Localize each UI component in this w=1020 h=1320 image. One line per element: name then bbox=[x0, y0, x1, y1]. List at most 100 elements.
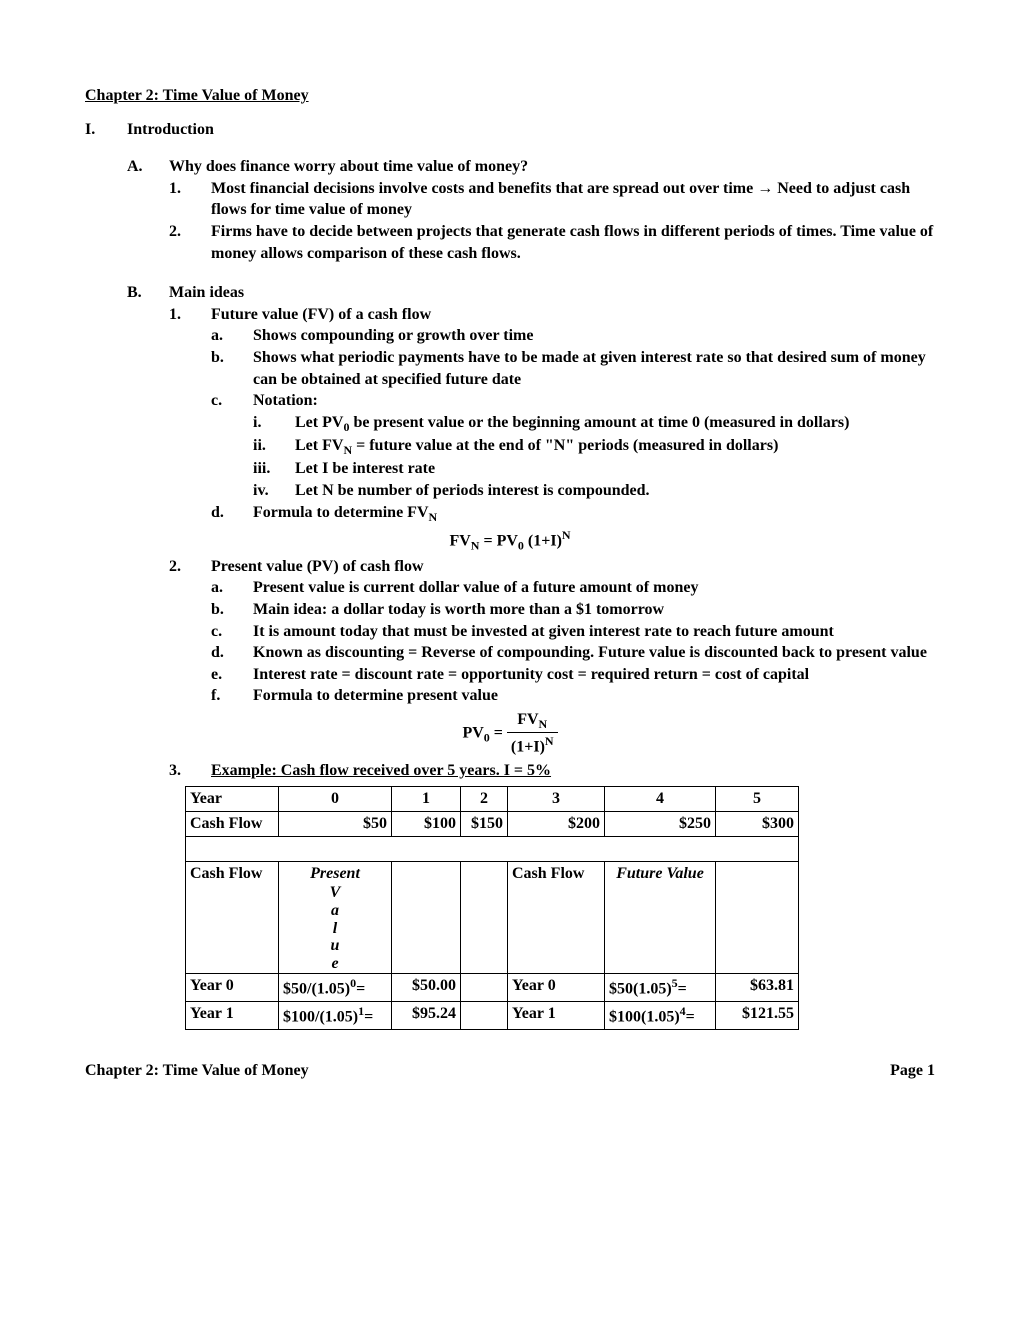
r0-blank bbox=[461, 974, 508, 1002]
page-footer: Chapter 2: Time Value of Money Page 1 bbox=[85, 1060, 935, 1082]
B1ciii-text: Let I be interest rate bbox=[295, 458, 935, 480]
B2-title: Present value (PV) of cash flow bbox=[211, 556, 935, 578]
B2e-text: Interest rate = discount rate = opportun… bbox=[253, 664, 935, 686]
A2-text: Firms have to decide between projects th… bbox=[211, 221, 935, 264]
B1b: b. Shows what periodic payments have to … bbox=[211, 347, 935, 390]
A-item-2: 2. Firms have to decide between projects… bbox=[169, 221, 935, 264]
section-B: B. Main ideas bbox=[127, 282, 935, 304]
B1c: c. Notation: bbox=[211, 390, 935, 412]
section-I-title: Introduction bbox=[127, 119, 214, 141]
B1b-text: Shows what periodic payments have to be … bbox=[253, 347, 935, 390]
B2c: c. It is amount today that must be inves… bbox=[211, 621, 935, 643]
table-header-row: Year 0 1 2 3 4 5 bbox=[186, 786, 799, 811]
r1-fv-formula: $100(1.05)4= bbox=[605, 1002, 716, 1030]
section-I-marker: I. bbox=[85, 119, 127, 141]
B1ciii: iii. Let I be interest rate bbox=[253, 458, 935, 480]
r1-fv-val: $121.55 bbox=[716, 1002, 799, 1030]
B2e-marker: e. bbox=[211, 664, 253, 686]
B-item-3: 3. Example: Cash flow received over 5 ye… bbox=[169, 760, 935, 782]
B2b-text: Main idea: a dollar today is worth more … bbox=[253, 599, 935, 621]
section-A: A. Why does finance worry about time val… bbox=[127, 156, 935, 178]
B1c-title: Notation: bbox=[253, 390, 935, 412]
table-row: Year 0 $50/(1.05)0= $50.00 Year 0 $50(1.… bbox=[186, 974, 799, 1002]
section-A-marker: A. bbox=[127, 156, 169, 178]
B2d: d. Known as discounting = Reverse of com… bbox=[211, 642, 935, 664]
B1civ-marker: iv. bbox=[253, 480, 295, 502]
B2c-text: It is amount today that must be invested… bbox=[253, 621, 935, 643]
B1d-text: Formula to determine FVN bbox=[253, 502, 935, 525]
pvhdr-blank2 bbox=[461, 861, 508, 974]
cf-1: $100 bbox=[392, 811, 461, 836]
B1civ: iv. Let N be number of periods interest … bbox=[253, 480, 935, 502]
B1-marker: 1. bbox=[169, 304, 211, 326]
hdr-5: 5 bbox=[716, 786, 799, 811]
B1c-marker: c. bbox=[211, 390, 253, 412]
B1a-text: Shows compounding or growth over time bbox=[253, 325, 935, 347]
cf-4: $250 bbox=[605, 811, 716, 836]
B1d: d. Formula to determine FVN bbox=[211, 502, 935, 525]
cf-5: $300 bbox=[716, 811, 799, 836]
B-item-1: 1. Future value (FV) of a cash flow bbox=[169, 304, 935, 326]
A2-marker: 2. bbox=[169, 221, 211, 264]
fv-formula: FVN = PV0 (1+I)N bbox=[85, 527, 935, 554]
pv-formula: PV0 = FVN(1+I)N bbox=[85, 709, 935, 758]
table-cashflow-row: Cash Flow $50 $100 $150 $200 $250 $300 bbox=[186, 811, 799, 836]
B2-marker: 2. bbox=[169, 556, 211, 578]
table-row: Year 1 $100/(1.05)1= $95.24 Year 1 $100(… bbox=[186, 1002, 799, 1030]
B1civ-text: Let N be number of periods interest is c… bbox=[295, 480, 935, 502]
B3-title: Example: Cash flow received over 5 years… bbox=[211, 760, 935, 782]
pvhdr-blank3 bbox=[716, 861, 799, 974]
r0-pv-formula: $50/(1.05)0= bbox=[279, 974, 392, 1002]
hdr-year: Year bbox=[186, 786, 279, 811]
cf-label: Cash Flow bbox=[186, 811, 279, 836]
r0-fv-formula: $50(1.05)5= bbox=[605, 974, 716, 1002]
B1ci-text: Let PV0 be present value or the beginnin… bbox=[295, 412, 935, 435]
B2b-marker: b. bbox=[211, 599, 253, 621]
B2a-marker: a. bbox=[211, 577, 253, 599]
A-item-1: 1. Most financial decisions involve cost… bbox=[169, 178, 935, 221]
cashflow-table: Year 0 1 2 3 4 5 Cash Flow $50 $100 $150… bbox=[185, 786, 799, 1030]
pvhdr-cf-r: Cash Flow bbox=[508, 861, 605, 974]
pvhdr-cf-l: Cash Flow bbox=[186, 861, 279, 974]
B1d-marker: d. bbox=[211, 502, 253, 525]
B1a: a. Shows compounding or growth over time bbox=[211, 325, 935, 347]
footer-right: Page 1 bbox=[890, 1060, 935, 1082]
hdr-0: 0 bbox=[279, 786, 392, 811]
B2f-marker: f. bbox=[211, 685, 253, 707]
pvhdr-value-vertical: V a l u e bbox=[283, 884, 387, 972]
B1cii-text: Let FVN = future value at the end of "N"… bbox=[295, 435, 935, 458]
r0-year-l: Year 0 bbox=[186, 974, 279, 1002]
B2b: b. Main idea: a dollar today is worth mo… bbox=[211, 599, 935, 621]
B1cii-marker: ii. bbox=[253, 435, 295, 458]
B1ci: i. Let PV0 be present value or the begin… bbox=[253, 412, 935, 435]
B-item-2: 2. Present value (PV) of cash flow bbox=[169, 556, 935, 578]
hdr-2: 2 bbox=[461, 786, 508, 811]
r1-year-l: Year 1 bbox=[186, 1002, 279, 1030]
cf-3: $200 bbox=[508, 811, 605, 836]
B1-title: Future value (FV) of a cash flow bbox=[211, 304, 935, 326]
B3-marker: 3. bbox=[169, 760, 211, 782]
r0-year-r: Year 0 bbox=[508, 974, 605, 1002]
B2d-marker: d. bbox=[211, 642, 253, 664]
r0-pv-val: $50.00 bbox=[392, 974, 461, 1002]
B1b-marker: b. bbox=[211, 347, 253, 390]
table-spacer-row bbox=[186, 836, 799, 861]
section-B-title: Main ideas bbox=[169, 282, 935, 304]
hdr-3: 3 bbox=[508, 786, 605, 811]
r1-blank bbox=[461, 1002, 508, 1030]
r1-year-r: Year 1 bbox=[508, 1002, 605, 1030]
B2f: f. Formula to determine present value bbox=[211, 685, 935, 707]
B2a-text: Present value is current dollar value of… bbox=[253, 577, 935, 599]
footer-left: Chapter 2: Time Value of Money bbox=[85, 1060, 309, 1082]
B2c-marker: c. bbox=[211, 621, 253, 643]
cf-2: $150 bbox=[461, 811, 508, 836]
pvhdr-pv: Present V a l u e bbox=[279, 861, 392, 974]
section-I: I. Introduction bbox=[85, 119, 935, 141]
B1a-marker: a. bbox=[211, 325, 253, 347]
A1-text: Most financial decisions involve costs a… bbox=[211, 178, 935, 221]
section-B-marker: B. bbox=[127, 282, 169, 304]
cf-0: $50 bbox=[279, 811, 392, 836]
B2d-text: Known as discounting = Reverse of compou… bbox=[253, 642, 935, 664]
pvhdr-fv: Future Value bbox=[605, 861, 716, 974]
section-A-title: Why does finance worry about time value … bbox=[169, 156, 935, 178]
